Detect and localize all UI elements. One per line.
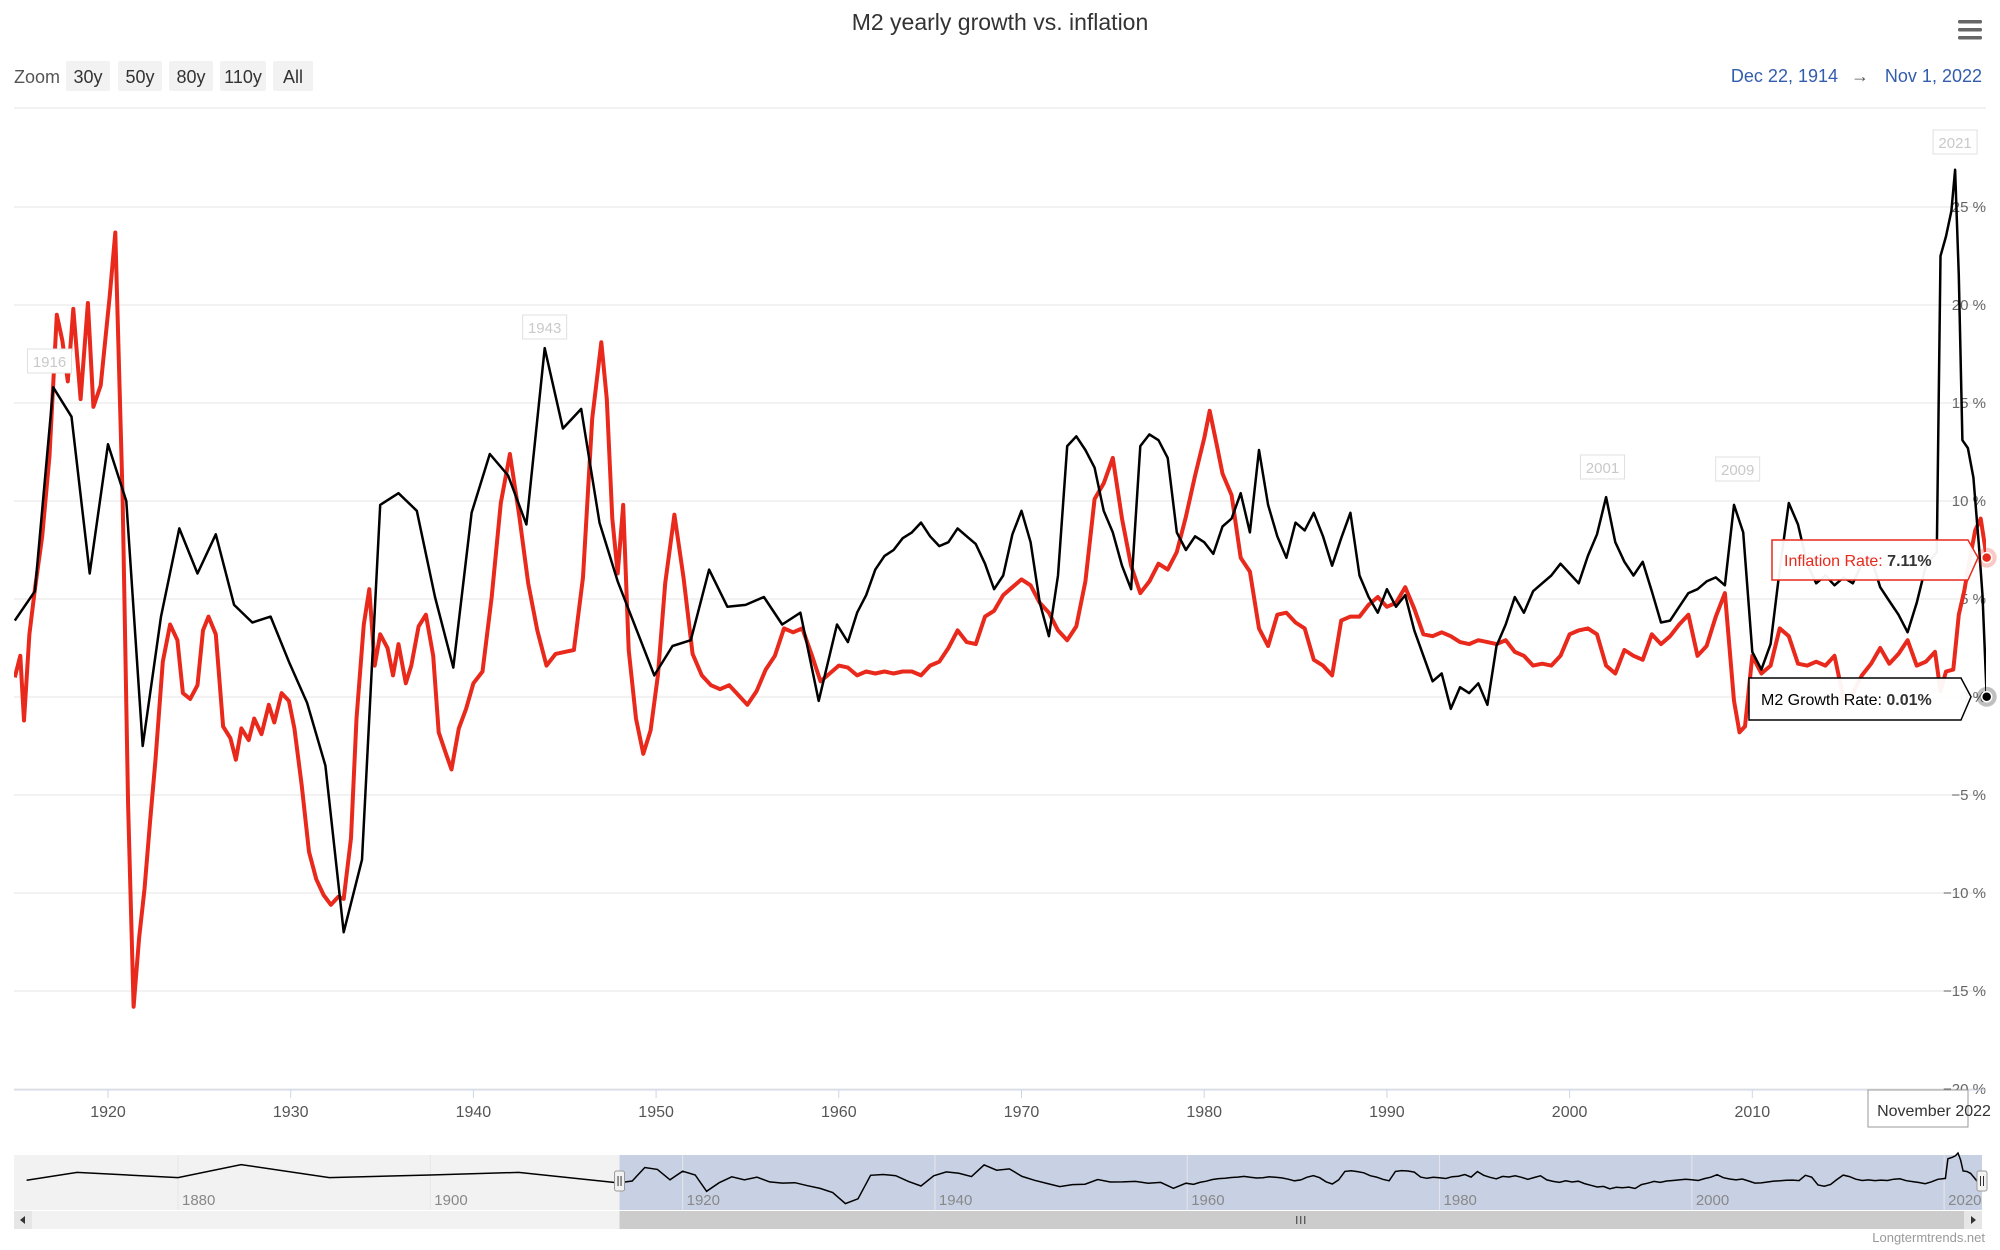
- zoom-button-label: 30y: [73, 67, 102, 87]
- range-arrow: →: [1851, 66, 1869, 86]
- date-range: Nov 1, 2022 → Dec 22, 1914: [1731, 66, 1982, 86]
- y-tick-label: 10 %: [1952, 493, 1986, 510]
- y-tick-label: 25 %: [1952, 199, 1986, 216]
- x-axis: 1920 1930 1940 1950 1960 1970 1980 1990 2000 2010: [14, 1089, 1986, 1121]
- zoom-buttons: 30y 50y 80y 110y All: [66, 61, 313, 91]
- navigator-background: [14, 1155, 1982, 1210]
- navigator-handle-right[interactable]: [1976, 1170, 1988, 1192]
- zoom-button-50y[interactable]: 50y: [118, 61, 162, 91]
- x-tick-label: 1970: [1004, 1104, 1040, 1121]
- tooltip-m2-growth-rate: M2 Growth Rate: 0.01%: [1748, 677, 1972, 721]
- y-tick-label: 5 %: [1960, 591, 1986, 608]
- credit-link[interactable]: Longtermtrends.net: [1872, 1230, 1985, 1245]
- flag-2001[interactable]: 2001: [1579, 454, 1625, 480]
- flag-label: 1943: [528, 320, 561, 337]
- x-tick-label: 1920: [90, 1104, 126, 1121]
- x-tick-label: 1930: [273, 1104, 309, 1121]
- navigator-series-line: [26, 1151, 1981, 1205]
- series-line-inflation-rate[interactable]: [14, 230, 1987, 1009]
- y-tick-label: 15 %: [1952, 395, 1986, 412]
- y-tick-label: −10 %: [1943, 885, 1986, 902]
- tooltip-series-name: M2 Growth Rate: 0.01%: [1761, 692, 1932, 709]
- navigator-tick-label: 2020: [1948, 1192, 1981, 1209]
- y-axis: 25 %20 %15 %10 %5 %0 %−5 %−10 %−15 %−20 …: [1943, 199, 1986, 1098]
- inflation-marker: [1980, 551, 1993, 564]
- navigator-tick-label: 1980: [1444, 1192, 1477, 1209]
- range-from-date[interactable]: Dec 22, 1914: [1731, 66, 1838, 86]
- y-tick-label: −5 %: [1951, 787, 1986, 804]
- x-tick-label: 2010: [1735, 1104, 1771, 1121]
- scroll-left-arrow-icon[interactable]: [14, 1211, 32, 1229]
- tooltip: Inflation Rate: 7.11% M2 Growth Rate: 0.0…: [1748, 539, 1997, 1128]
- x-tick-label: 1940: [456, 1104, 492, 1121]
- y-tick-label: 20 %: [1952, 297, 1986, 314]
- navigator-tick-label: 1920: [687, 1192, 720, 1209]
- tooltip-date-label: November 2022: [1877, 1103, 1991, 1120]
- tooltip-value: 7.11%: [1887, 553, 1931, 570]
- flag-label: 2001: [1586, 460, 1619, 477]
- range-to-date[interactable]: Nov 1, 2022: [1885, 66, 1982, 86]
- tooltip-date: November 2022: [1867, 1089, 1991, 1128]
- flag-label: 2009: [1721, 462, 1754, 479]
- chart-title: M2 yearly growth vs. inflation: [852, 9, 1149, 35]
- zoom-button-80y[interactable]: 80y: [169, 61, 213, 91]
- flag-2009[interactable]: 2009: [1715, 456, 1761, 482]
- navigator-tick-label: 1960: [1191, 1192, 1224, 1209]
- zoom-button-label: 80y: [176, 67, 205, 87]
- navigator-selection[interactable]: [619, 1155, 1982, 1210]
- zoom-button-label: All: [283, 67, 303, 87]
- menu-icon[interactable]: [1958, 20, 1982, 40]
- navigator[interactable]: 1880 1900 1920 1940 1960 1980 2000 2020: [14, 1151, 1988, 1229]
- flag-1943[interactable]: 1943: [522, 314, 568, 340]
- navigator-tick-label: 2000: [1696, 1192, 1729, 1209]
- scrollbar-thumb[interactable]: [619, 1211, 1968, 1229]
- navigator-tick-label: 1880: [182, 1192, 215, 1209]
- navigator-tick-label: 1900: [434, 1192, 467, 1209]
- x-tick-label: 1960: [821, 1104, 857, 1121]
- series-layer: [14, 168, 1987, 1009]
- tooltip-series-name: Inflation Rate: 7.11%: [1784, 553, 1932, 570]
- y-tick-label: −15 %: [1943, 983, 1986, 1000]
- flag-label: 1916: [33, 354, 66, 371]
- m2-marker: [1980, 691, 1993, 703]
- flag-2021[interactable]: 2021: [1932, 129, 1978, 155]
- series-line-m2-growth-rate[interactable]: [14, 168, 1987, 934]
- flag-label: 2021: [1938, 135, 1971, 152]
- x-tick-label: 1990: [1369, 1104, 1405, 1121]
- zoom-button-30y[interactable]: 30y: [66, 61, 110, 91]
- zoom-button-All[interactable]: All: [273, 61, 313, 91]
- zoom-button-label: 50y: [125, 67, 154, 87]
- zoom-button-110y[interactable]: 110y: [220, 61, 266, 91]
- flag-1916[interactable]: 1916: [27, 348, 73, 374]
- tooltip-inflation-rate: Inflation Rate: 7.11%: [1771, 539, 1979, 581]
- tooltip-value: 0.01%: [1886, 692, 1931, 709]
- zoom-button-label: 110y: [224, 67, 262, 87]
- x-tick-label: 1980: [1186, 1104, 1222, 1121]
- x-tick-label: 1950: [638, 1104, 674, 1121]
- navigator-handle-left[interactable]: [614, 1170, 626, 1192]
- navigator-scrollbar[interactable]: [14, 1211, 1982, 1229]
- zoom-label: Zoom: [14, 67, 60, 87]
- navigator-tick-label: 1940: [939, 1192, 972, 1209]
- flags-layer: 1916 1943 2001 2009 2021: [27, 129, 1978, 482]
- scroll-right-arrow-icon[interactable]: [1964, 1211, 1982, 1229]
- x-tick-label: 2000: [1552, 1104, 1588, 1121]
